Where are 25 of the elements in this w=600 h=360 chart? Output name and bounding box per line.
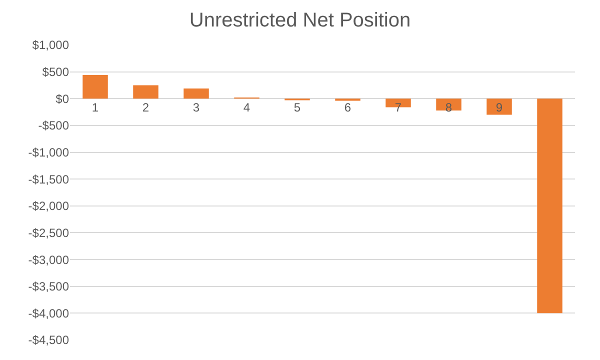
bar	[82, 75, 108, 99]
x-tick-label: 3	[192, 100, 200, 115]
bar	[537, 98, 562, 314]
y-tick-label: $1,000	[32, 38, 70, 52]
bar	[133, 85, 158, 99]
x-tick-label: 4	[243, 100, 250, 115]
y-tick-label: $500	[42, 65, 70, 80]
y-tick-label: -$4,500	[28, 333, 70, 348]
y-tick-label: -$1,000	[28, 145, 70, 160]
y-tick-label: -$2,500	[28, 226, 70, 240]
x-tick-label: 1	[92, 100, 99, 115]
y-tick-label: -$1,500	[28, 172, 70, 186]
y-tick-label: -$500	[38, 118, 70, 133]
x-tick-label: 2	[142, 100, 150, 115]
x-tick-label: 6	[344, 100, 352, 115]
bar	[184, 88, 209, 99]
x-tick-label: 5	[294, 100, 301, 115]
bar	[486, 98, 512, 115]
y-tick-label: -$3,500	[28, 280, 70, 294]
y-tick-label: -$3,000	[28, 252, 70, 267]
x-tick-label: 9	[496, 100, 503, 115]
chart-title: Unrestricted Net Position	[189, 10, 411, 32]
y-tick-label: $0	[56, 92, 70, 106]
y-tick-label: -$4,000	[28, 306, 70, 320]
y-tick-label: -$2,000	[28, 199, 70, 214]
